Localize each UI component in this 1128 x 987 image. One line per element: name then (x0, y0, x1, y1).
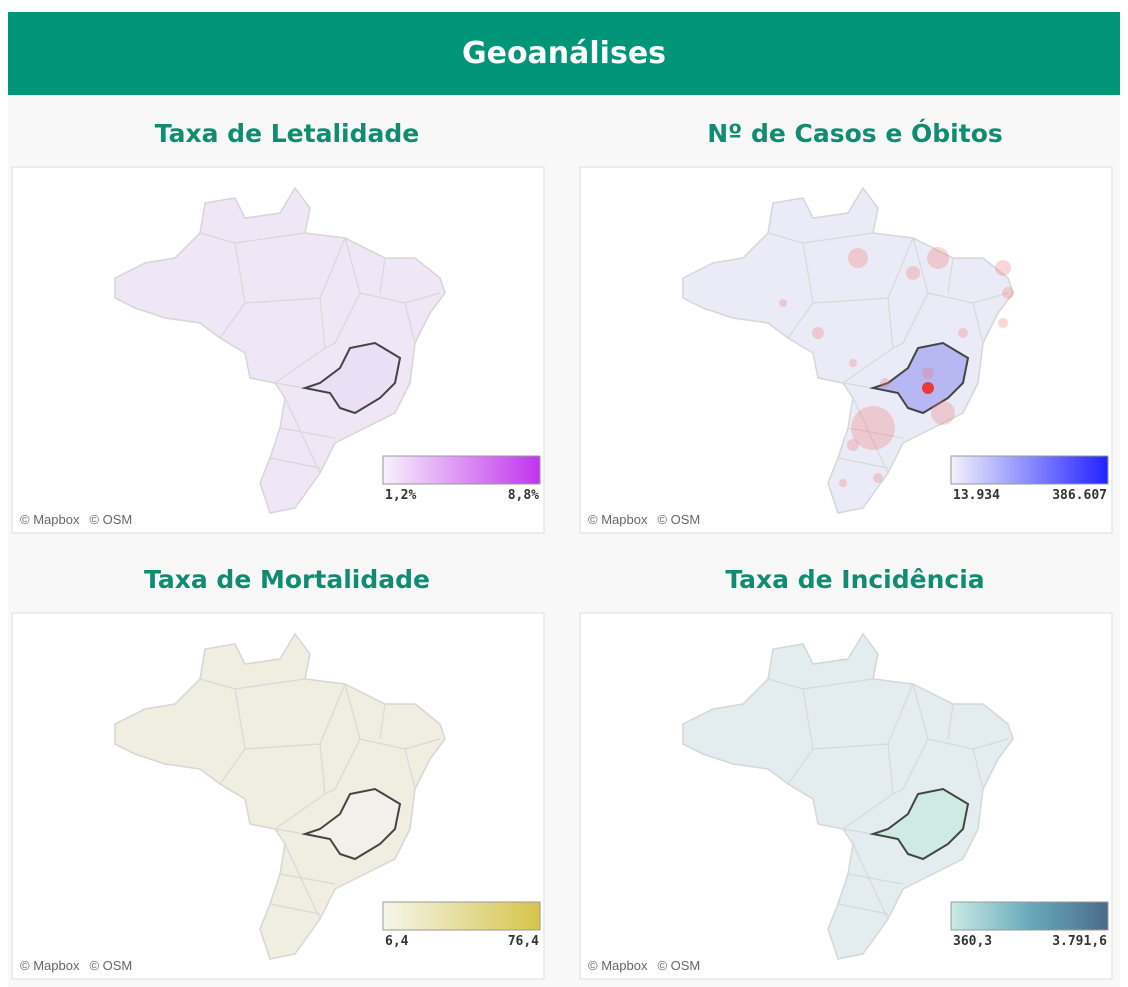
legend-max-label: 3.791,6 (1052, 934, 1107, 949)
legend-min-label: 360,3 (953, 934, 992, 949)
bubble (922, 367, 934, 379)
bubble (931, 401, 955, 425)
map-panel: Taxa de Mortalidade 6,4 76,4 © Mapbox © OSM (11, 565, 545, 980)
bubble (880, 378, 890, 388)
map-attribution: © Mapbox (20, 512, 80, 527)
header: Geoanálises (8, 12, 1120, 95)
map-panel: Taxa de Incidência 360,3 3.791,6 © Mapbox © … (579, 565, 1113, 980)
bubble (958, 328, 968, 338)
map-panel: Nº de Casos e Óbitos 13.934 386.607 © Mapbo… (579, 118, 1113, 534)
panel-title: Taxa de Letalidade (155, 119, 419, 148)
map-attribution: © OSM (89, 512, 132, 527)
legend-bar (950, 901, 1109, 931)
bubble (849, 359, 857, 367)
bubble (995, 260, 1011, 276)
map-attribution: © OSM (89, 958, 132, 973)
legend-min-label: 13.934 (953, 488, 1000, 503)
map-attribution: © Mapbox (20, 958, 80, 973)
legend-max-label: 76,4 (508, 934, 539, 949)
map-attribution: © Mapbox (588, 958, 648, 973)
legend-max-label: 8,8% (508, 488, 539, 503)
bubble (848, 248, 868, 268)
map (682, 187, 1014, 514)
legend-bar (382, 455, 541, 485)
bubble (1002, 287, 1014, 299)
map-attribution: © OSM (657, 512, 700, 527)
bubble (922, 382, 934, 394)
map-attribution: © Mapbox (588, 512, 648, 527)
panel-title: Nº de Casos e Óbitos (707, 118, 1003, 148)
bubble (906, 266, 920, 280)
legend-max-label: 386.607 (1052, 488, 1107, 503)
bubble (839, 479, 847, 487)
map-attribution: © OSM (657, 958, 700, 973)
legend-min-label: 1,2% (385, 488, 416, 503)
bubble (779, 299, 787, 307)
legend-bar (382, 901, 541, 931)
bubble (998, 318, 1008, 328)
panel-title: Taxa de Incidência (725, 565, 984, 594)
panel-title: Taxa de Mortalidade (144, 565, 430, 594)
bubble (851, 406, 895, 450)
legend-min-label: 6,4 (385, 934, 409, 949)
map-panel: Taxa de Letalidade 1,2% 8,8% © Mapbox © OSM (11, 119, 545, 534)
bubble (927, 247, 949, 269)
legend-bar (950, 455, 1109, 485)
bubble (873, 473, 883, 483)
bubble (847, 439, 859, 451)
bubble (812, 327, 824, 339)
